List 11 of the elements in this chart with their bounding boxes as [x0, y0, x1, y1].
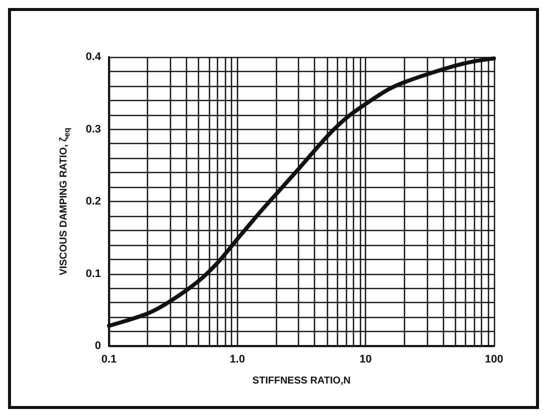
y-tick-label: 0.3 [86, 123, 101, 136]
y-tick-label: 0.2 [86, 196, 101, 208]
y-axis-title: VISCOUS DAMPING RATIO, ζeq [58, 128, 72, 276]
x-tick-label: 10 [360, 354, 372, 366]
x-tick-label: 0.1 [101, 354, 117, 366]
x-axis-title: STIFFNESS RATIO,N [252, 376, 351, 386]
x-tick-label: 1.0 [230, 354, 245, 366]
y-tick-label: 0.4 [86, 51, 102, 63]
y-tick-label: 0.1 [86, 268, 101, 280]
x-tick-label: 100 [484, 354, 504, 366]
y-tick-label: 0 [94, 340, 101, 352]
